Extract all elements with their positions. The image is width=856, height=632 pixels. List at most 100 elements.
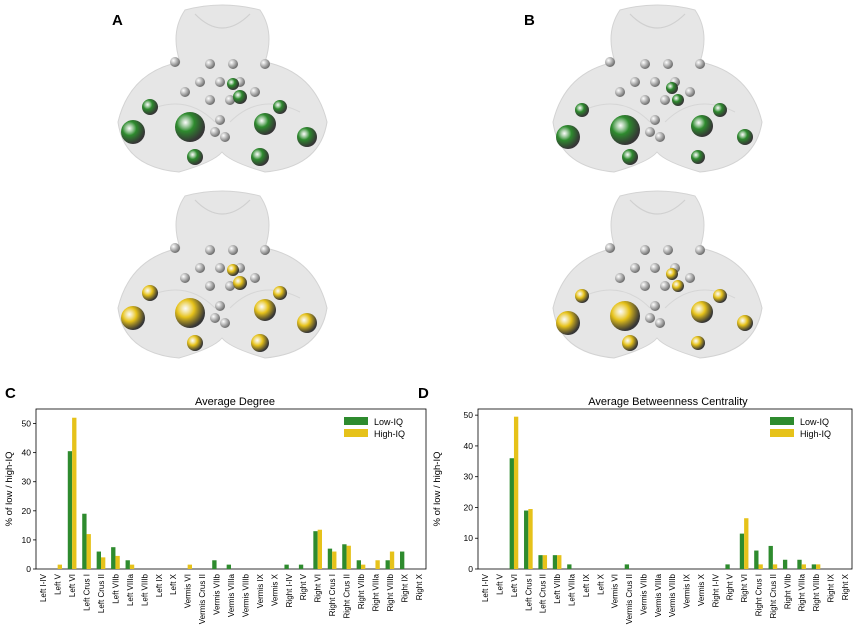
bar-low-iq (327, 548, 333, 569)
y-tick-label: 50 (22, 419, 32, 429)
x-tick-label: Vermis VIIIa (654, 573, 663, 617)
cerebellum-green-a-icon (117, 4, 328, 173)
bar-high-iq (129, 564, 135, 569)
x-tick-label: Right VI (314, 574, 323, 602)
x-tick-label: Vermis VIIb (213, 573, 222, 614)
x-tick-label: Right Crus I (755, 574, 764, 616)
x-tick-label: Right I-IV (285, 573, 294, 607)
chart-title: Average Degree (195, 396, 275, 408)
x-tick-label: Left Crus II (97, 574, 106, 613)
bar-high-iq (115, 555, 120, 569)
bar-low-iq (212, 560, 217, 569)
x-tick-label: Vermis VIIIa (227, 573, 236, 617)
x-tick-label: Left V (54, 573, 63, 595)
bar-high-iq (801, 564, 806, 569)
panel-label-d: D (418, 385, 429, 402)
y-tick-label: 30 (464, 472, 474, 482)
x-tick-label: Left V (496, 573, 505, 595)
bar-high-iq (816, 564, 821, 569)
bar-high-iq (772, 564, 778, 569)
y-tick-label: 50 (464, 410, 474, 420)
x-tick-label: Right X (841, 573, 850, 600)
x-tick-label: Left IX (155, 573, 164, 597)
legend-label: High-IQ (374, 429, 405, 439)
bar-low-iq (811, 564, 817, 569)
bar-low-iq (111, 547, 116, 569)
bar-high-iq (758, 564, 763, 569)
y-tick-label: 0 (468, 564, 473, 574)
bar-low-iq (313, 531, 318, 569)
average-betweenness-chart: Average Betweenness Centrality % of low … (432, 396, 853, 624)
legend-label: Low-IQ (374, 417, 403, 427)
y-axis-label: % of low / high-IQ (432, 452, 443, 527)
bar-low-iq (509, 458, 514, 569)
x-tick-label: Left VI (510, 574, 519, 597)
legend-swatch-low-iq (344, 417, 368, 425)
x-tick-label: Right V (726, 573, 735, 600)
bar-low-iq (552, 555, 558, 569)
legend-swatch-high-iq (344, 429, 368, 437)
bar-high-iq (542, 555, 548, 569)
panel-label-b: B (524, 12, 535, 29)
x-tick-label: Left VIIb (111, 573, 120, 603)
x-tick-label: Right VI (740, 574, 749, 602)
bar-low-iq (82, 513, 87, 569)
y-tick-label: 10 (22, 535, 32, 545)
x-tick-label: Left VI (68, 574, 77, 597)
bar-low-iq (725, 564, 730, 569)
bar-low-iq (400, 551, 405, 569)
y-tick-label: 30 (22, 477, 32, 487)
bar-high-iq (101, 557, 106, 569)
x-tick-label: Left X (596, 573, 605, 595)
y-tick-label: 40 (464, 441, 474, 451)
bar-high-iq (557, 555, 562, 569)
bar-low-iq (538, 555, 543, 569)
bar-low-iq (284, 564, 289, 569)
x-tick-label: Vermis VIIb (639, 573, 648, 614)
x-tick-label: Left VIIb (553, 573, 562, 603)
x-tick-label: Vermis VIIIb (668, 573, 677, 617)
y-tick-label: 40 (22, 448, 32, 458)
legend-swatch-high-iq (770, 429, 794, 437)
bar-high-iq (72, 417, 77, 569)
x-tick-label: Left IX (582, 573, 591, 597)
x-tick-label: Left VIIIa (568, 573, 577, 606)
x-tick-label: Vermis IX (683, 573, 692, 608)
panel-label-c: C (5, 385, 16, 402)
x-tick-label: Vermis Crus II (198, 574, 207, 624)
bar-high-iq (346, 545, 351, 569)
x-tick-label: Vermis VIIIb (241, 573, 250, 617)
bar-high-iq (744, 518, 749, 569)
x-tick-label: Left I-IV (39, 573, 48, 602)
x-tick-label: Left Crus I (524, 574, 533, 611)
bar-low-iq (624, 564, 630, 569)
x-tick-label: Vermis VI (611, 574, 620, 608)
x-tick-label: Vermis VI (184, 574, 193, 608)
average-degree-chart: Average Degree % of low / high-IQ 0 10 20 3… (4, 396, 427, 624)
bar-high-iq (86, 534, 91, 569)
y-tick-label: 10 (464, 533, 474, 543)
bar-low-iq (524, 510, 529, 569)
bar-low-iq (356, 560, 361, 569)
x-tick-label: Right IX (826, 573, 835, 602)
x-tick-label: Left VIIIa (126, 573, 135, 606)
x-tick-label: Right VIIIa (798, 573, 807, 611)
plot-frame (477, 408, 853, 570)
bar-low-iq (67, 451, 73, 569)
x-tick-label: Left X (169, 573, 178, 595)
y-tick-label: 20 (22, 506, 32, 516)
y-axis-label: % of low / high-IQ (4, 452, 15, 527)
bar-low-iq (739, 533, 745, 569)
x-tick-label: Vermis IX (256, 573, 265, 608)
bar-low-iq (754, 550, 759, 569)
bar-low-iq (768, 545, 773, 569)
bar-low-iq (226, 564, 231, 569)
bar-low-iq (385, 560, 390, 569)
legend-label: Low-IQ (800, 417, 829, 427)
panel-label-a: A (112, 12, 123, 29)
bar-high-iq (513, 416, 519, 569)
bar-low-iq (125, 560, 130, 569)
bar-high-iq (187, 564, 192, 569)
bar-high-iq (332, 551, 337, 569)
cerebellum-yellow-a-icon (117, 190, 328, 359)
